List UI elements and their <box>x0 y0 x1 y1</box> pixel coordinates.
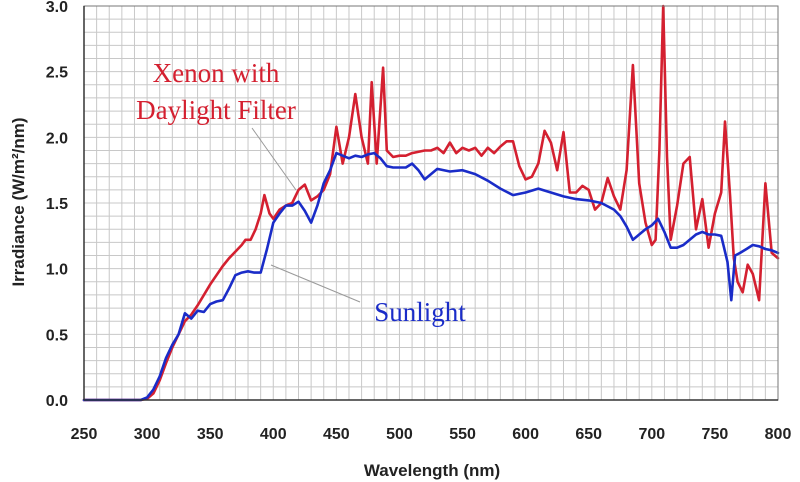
y-tick-label: 3.0 <box>46 0 68 16</box>
x-tick-label: 250 <box>71 426 98 443</box>
x-tick-label: 500 <box>386 426 413 443</box>
x-tick-label: 550 <box>449 426 476 443</box>
x-tick-label: 300 <box>134 426 161 443</box>
series-line-sunlight <box>82 151 780 402</box>
sunlight-leader-line <box>270 264 361 303</box>
series-layer <box>82 4 780 402</box>
axes <box>83 5 779 401</box>
annotation-xenon-line1: Xenon with <box>153 58 280 88</box>
y-tick-label: 0.0 <box>46 393 68 410</box>
x-tick-label: 650 <box>575 426 602 443</box>
annotation-xenon-line2: Daylight Filter <box>136 95 296 125</box>
y-tick-label: 1.0 <box>46 262 68 279</box>
x-axis-title: Wavelength (nm) <box>364 461 500 480</box>
gridlines <box>84 6 778 400</box>
series-line-xenon <box>82 4 780 402</box>
xenon-leader-line <box>251 127 297 191</box>
y-tick-labels: 0.0 0.5 1.0 1.5 2.0 2.5 3.0 <box>46 0 68 410</box>
x-tick-label: 750 <box>702 426 729 443</box>
x-tick-label: 600 <box>512 426 539 443</box>
x-tick-labels: 250 300 350 400 450 500 550 600 650 700 750 800 <box>71 426 792 443</box>
y-tick-label: 1.5 <box>46 196 68 213</box>
x-tick-label: 800 <box>765 426 792 443</box>
x-tick-label: 450 <box>323 426 350 443</box>
x-tick-label: 700 <box>638 426 665 443</box>
y-tick-label: 0.5 <box>46 327 68 344</box>
annotation-leader-lines <box>251 127 361 303</box>
y-tick-label: 2.0 <box>46 130 68 147</box>
x-tick-label: 400 <box>260 426 287 443</box>
annotation-sunlight: Sunlight <box>374 297 466 327</box>
y-axis-title: Irradiance (W/m²/nm) <box>9 117 28 286</box>
y-tick-label: 2.5 <box>46 65 68 82</box>
x-tick-label: 350 <box>197 426 224 443</box>
